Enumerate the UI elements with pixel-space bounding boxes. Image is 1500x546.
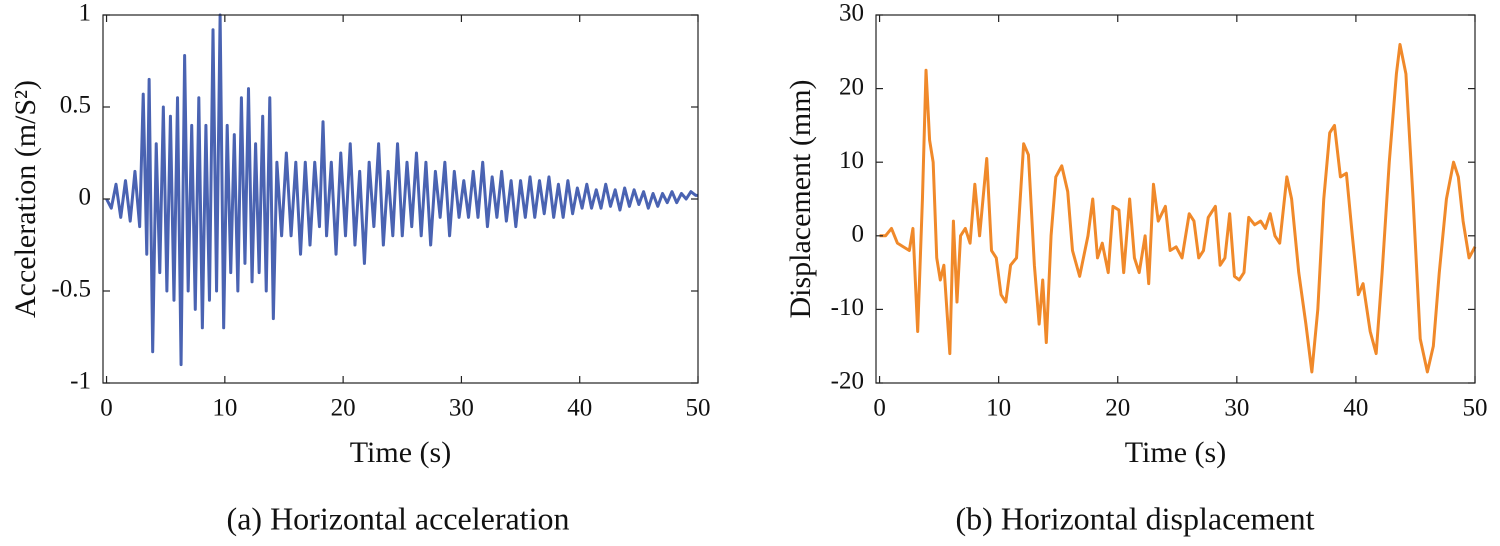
data-line [105,13,698,367]
y-tick-label: -10 [831,294,864,321]
x-tick-label: 10 [212,395,237,422]
plot-frame [875,14,1476,384]
y-tick-label: 0 [79,184,92,211]
x-tick-label: 20 [1105,395,1130,422]
x-axis-label: Time (s) [1125,436,1226,469]
x-tick-label: 50 [1463,395,1488,422]
y-tick-label: 0.5 [60,92,91,119]
data-line [879,42,1477,374]
x-tick-label: 50 [686,395,711,422]
y-axis-label: Acceleration (m/S²) [9,80,42,318]
y-tick-label: -1 [70,368,91,395]
y-tick-label: 1 [79,0,92,27]
y-tick-label: -20 [831,368,864,395]
y-axis-label: Displacement (mm) [784,79,817,318]
x-tick-label: 10 [986,395,1011,422]
y-tick-label: 20 [839,73,864,100]
y-tick-label: -0.5 [51,276,91,303]
y-tick-label: 30 [839,0,864,27]
y-tick-label: 10 [839,147,864,174]
x-axis-label: Time (s) [350,436,451,469]
x-tick-label: 0 [873,395,886,422]
x-tick-label: 20 [331,395,356,422]
x-tick-label: 30 [1224,395,1249,422]
x-tick-label: 0 [100,395,113,422]
x-tick-label: 40 [567,395,592,422]
caption: (a) Horizontal acceleration [227,500,570,536]
x-tick-label: 40 [1343,395,1368,422]
x-tick-label: 30 [449,395,474,422]
caption: (b) Horizontal displacement [956,500,1315,536]
y-tick-label: 0 [852,221,865,248]
